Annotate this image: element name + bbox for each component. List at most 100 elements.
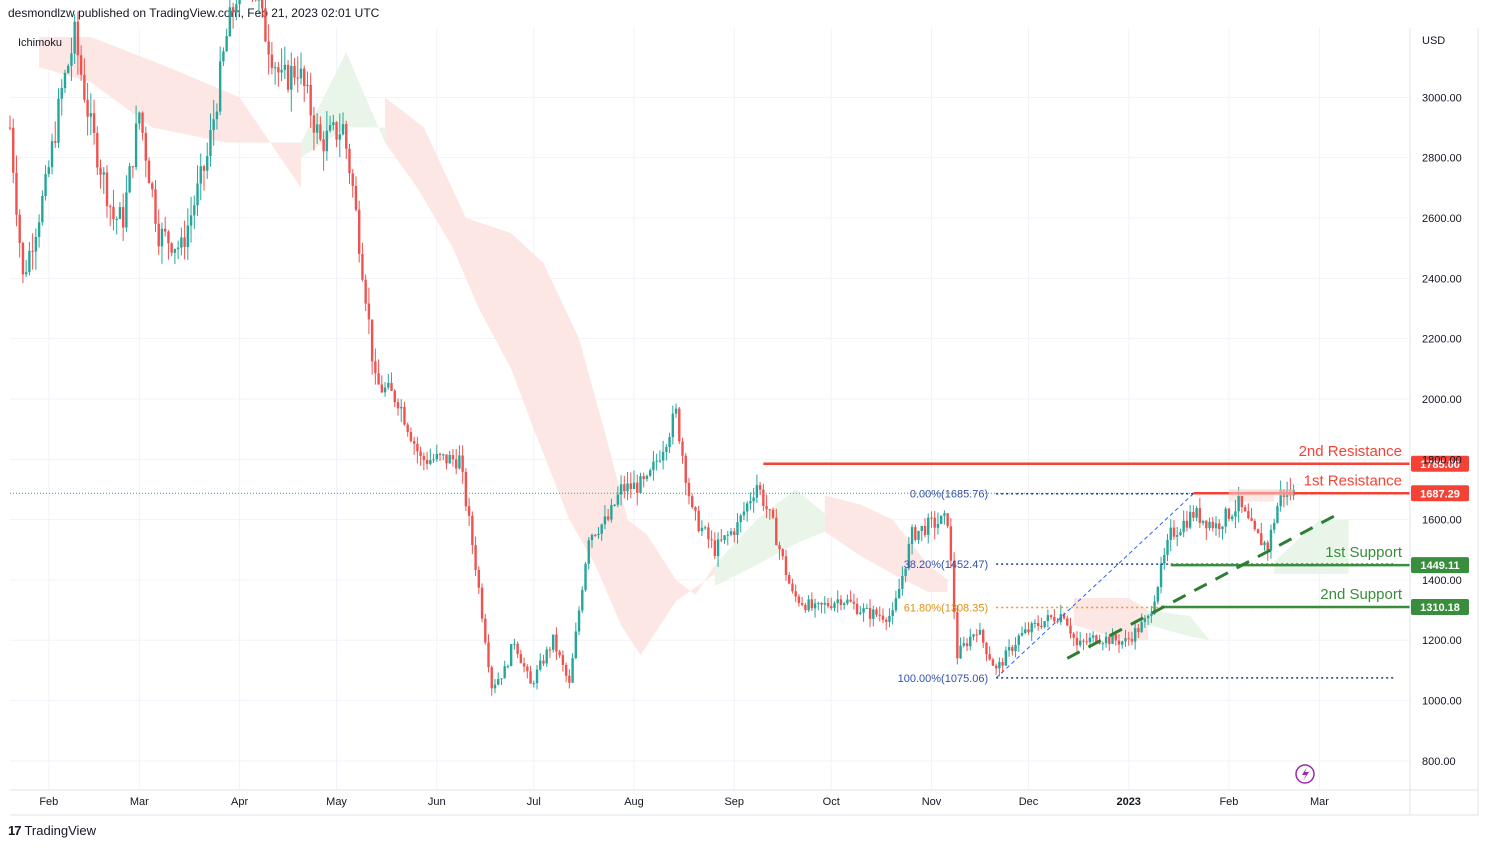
candle-body: [749, 501, 752, 504]
candle: [286, 60, 290, 93]
candle-body: [522, 663, 526, 667]
candle-body: [1088, 637, 1092, 643]
candle-body: [826, 603, 830, 607]
candle: [442, 453, 445, 461]
candle: [771, 507, 775, 520]
candle-body: [1198, 508, 1202, 523]
candle-body: [445, 454, 448, 464]
candle-body: [1024, 629, 1027, 633]
candle: [907, 536, 911, 571]
candle-body: [606, 516, 610, 520]
candle-body: [561, 655, 565, 665]
candle-body: [493, 684, 497, 689]
candle-body: [377, 373, 380, 385]
candle-body: [422, 456, 426, 460]
candle-body: [745, 503, 749, 512]
candle: [322, 131, 325, 171]
candle: [939, 515, 943, 525]
candle-body: [684, 455, 687, 483]
candle-body: [697, 510, 700, 532]
candle: [577, 606, 581, 636]
candle-body: [267, 41, 270, 55]
candle-body: [1159, 563, 1163, 588]
candle-body: [1256, 529, 1260, 534]
candle-body: [736, 522, 739, 536]
candle-body: [965, 643, 969, 647]
candle: [1072, 631, 1075, 647]
candle-body: [451, 455, 455, 460]
candle: [70, 37, 73, 81]
candle-body: [273, 67, 277, 69]
candle: [387, 374, 390, 390]
candle: [235, 0, 238, 21]
candle-body: [134, 123, 138, 168]
candle-body: [603, 516, 607, 525]
candle-body: [1230, 516, 1234, 519]
candle-body: [933, 517, 936, 528]
candle-body: [121, 207, 125, 228]
candle-body: [348, 148, 351, 174]
candle: [454, 448, 458, 475]
candle: [332, 114, 335, 131]
y-tick-label: 1200.00: [1422, 635, 1462, 647]
candle-body: [1172, 527, 1176, 537]
candle-body: [1269, 529, 1273, 551]
candle-body: [102, 172, 105, 175]
candle-body: [86, 99, 89, 117]
candle-body: [409, 432, 413, 442]
candle-body: [432, 459, 435, 461]
candle-body: [1033, 622, 1037, 624]
x-tick-label: Mar: [1310, 796, 1329, 808]
candle-body: [180, 237, 183, 248]
candle-body: [613, 504, 616, 506]
candle-body: [833, 603, 836, 609]
candle: [15, 155, 18, 227]
candle: [1218, 519, 1221, 538]
footer-brand[interactable]: 17 TradingView: [8, 823, 96, 838]
candle: [548, 646, 552, 658]
candle-body: [1240, 496, 1244, 508]
candle: [487, 634, 490, 673]
candle: [396, 398, 400, 416]
candle: [597, 527, 600, 539]
candle-body: [539, 660, 542, 670]
candle-body: [694, 507, 697, 511]
candle-body: [309, 84, 312, 116]
lightning-icon[interactable]: [1295, 764, 1315, 784]
candle: [1192, 505, 1195, 522]
candle-body: [290, 65, 293, 90]
candle-body: [716, 539, 720, 557]
price-tag: [1411, 455, 1469, 472]
candle: [901, 566, 904, 596]
candle: [296, 56, 299, 93]
x-tick-label: Oct: [823, 796, 840, 808]
candle-body: [1117, 640, 1121, 645]
candle: [707, 522, 710, 549]
candle-body: [151, 183, 154, 190]
candle-body: [962, 643, 966, 646]
candle: [1079, 632, 1082, 648]
candle: [257, 0, 261, 14]
ichimoku-cloud: [39, 37, 1349, 656]
candle: [975, 629, 978, 643]
candle: [946, 513, 949, 529]
cloud-bullish-segment: [1148, 610, 1210, 641]
candle-body: [448, 455, 451, 464]
candle: [752, 487, 755, 513]
candle: [215, 103, 219, 130]
candle: [412, 436, 416, 455]
candle: [697, 505, 700, 533]
candle: [432, 453, 435, 464]
candle-body: [842, 603, 846, 605]
candle-body: [1163, 554, 1166, 564]
candle: [1176, 527, 1179, 547]
candle: [312, 107, 316, 151]
candle-body: [513, 643, 516, 645]
candle-body: [907, 543, 911, 569]
candle-body: [37, 222, 41, 237]
candle-body: [438, 453, 442, 455]
candle-body: [1072, 633, 1075, 638]
candle-body: [131, 166, 135, 168]
candle: [949, 518, 953, 569]
